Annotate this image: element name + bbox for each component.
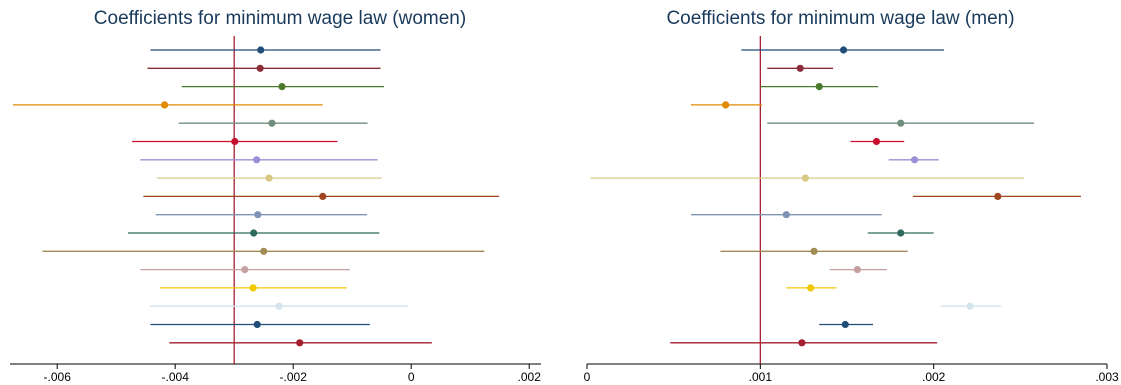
coefficient-point <box>815 83 823 91</box>
coefficient-point <box>296 339 304 347</box>
x-tick-label: .002 <box>922 370 946 384</box>
coefficient-point <box>268 119 276 127</box>
chart-title: Coefficients for minimum wage law (men) <box>666 8 1015 29</box>
coefficient-point <box>853 266 861 274</box>
coefficient-point <box>801 174 809 182</box>
x-tick-label: .003 <box>1095 370 1119 384</box>
coefficient-point <box>231 137 239 146</box>
x-tick-label: 0 <box>408 370 415 384</box>
coefficient-point <box>253 156 261 164</box>
coefficient-point <box>249 284 257 292</box>
coefficient-point <box>278 83 286 91</box>
coefficient-point <box>722 101 730 109</box>
coefficient-point <box>994 192 1002 200</box>
coefficient-point <box>810 247 818 255</box>
coefficient-point <box>250 229 258 237</box>
coefficient-point <box>897 229 905 237</box>
x-tick-label: -.004 <box>162 370 190 384</box>
coefficient-point <box>160 101 169 109</box>
coefficient-point <box>897 119 905 127</box>
coefficient-point <box>966 302 974 310</box>
coefficient-point <box>841 320 849 329</box>
coefficient-point <box>319 192 327 200</box>
x-tick-label: -.002 <box>280 370 308 384</box>
x-tick-label: .001 <box>749 370 773 384</box>
chart-title: Coefficients for minimum wage law (women… <box>93 8 467 29</box>
coefficient-point <box>253 320 261 329</box>
chart-panel-men: Coefficients for minimum wage law (men) … <box>560 0 1121 385</box>
coefficient-point <box>782 211 790 219</box>
coefficient-plot-men: 0 .001 .002 .003 <box>584 36 1119 384</box>
coefficient-point <box>807 284 815 292</box>
coefficient-point <box>796 64 804 72</box>
coefficient-point <box>872 137 881 146</box>
x-tick-label: .002 <box>518 370 542 384</box>
coefficient-point <box>254 211 262 219</box>
coefficient-point <box>260 247 268 255</box>
chart-panel-women: Coefficients for minimum wage law (women… <box>0 0 560 385</box>
coefficient-point <box>241 266 249 274</box>
coefficient-point <box>911 156 919 164</box>
coefficient-point <box>839 46 848 54</box>
coefficient-point <box>275 302 283 310</box>
x-tick-label: -.006 <box>44 370 72 384</box>
coefficient-point <box>265 174 273 182</box>
x-tick-label: 0 <box>584 370 591 384</box>
coefficient-plot-women: -.006 -.004 -.002 0 .002 <box>10 36 542 384</box>
coefficient-point <box>257 46 265 54</box>
coefficient-point <box>256 64 264 72</box>
coefficient-point <box>798 339 806 347</box>
